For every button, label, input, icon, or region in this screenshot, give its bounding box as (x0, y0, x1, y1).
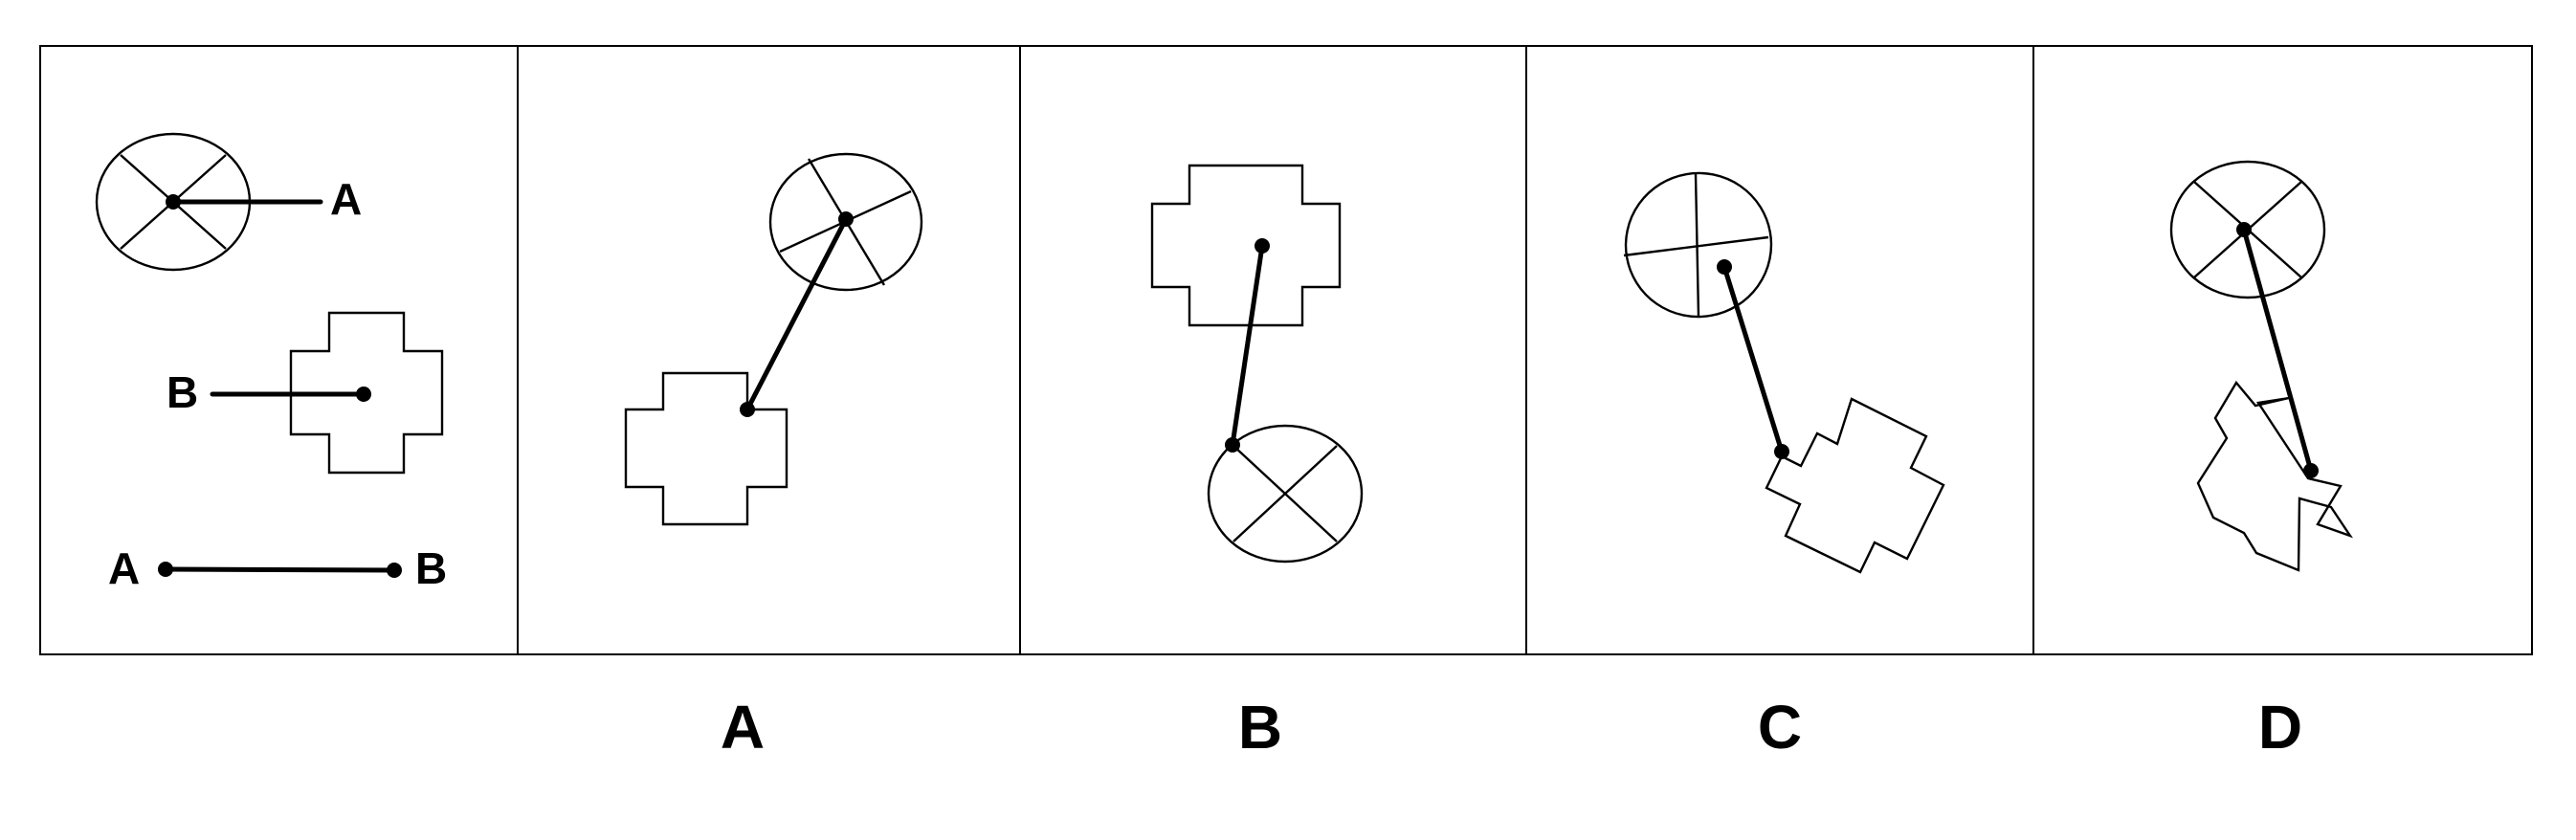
option-c-figure[interactable] (1614, 162, 1945, 574)
option-b-ellipse (1207, 424, 1364, 564)
option-c-ellipse (1623, 171, 1773, 319)
option-b-rod (1230, 243, 1265, 448)
option-label-a[interactable]: A (721, 693, 765, 762)
panel-frame (39, 45, 2533, 655)
option-d-cross (2196, 380, 2353, 572)
example-ellipse-shape (95, 132, 323, 272)
option-b-cross (1150, 164, 1342, 327)
example-segment (158, 562, 402, 578)
option-d-rod (2241, 227, 2314, 474)
option-d-figure[interactable] (2169, 160, 2353, 572)
option-b-figure[interactable] (1150, 164, 1364, 564)
option-c-rod (1721, 264, 1785, 454)
option-a-cross (624, 371, 788, 526)
example-label-b-left: B (167, 367, 198, 417)
option-label-d[interactable]: D (2258, 693, 2302, 762)
option-label-c[interactable]: C (1758, 693, 1802, 762)
option-c-cross (1765, 397, 1945, 574)
example-panel: A B A B (95, 132, 447, 593)
example-cross-shape (210, 311, 444, 475)
example-label-b-right: B (415, 543, 447, 593)
option-label-b[interactable]: B (1238, 693, 1282, 762)
example-label-a-left: A (108, 543, 140, 593)
option-a-rod (744, 216, 849, 412)
option-a-figure[interactable] (624, 152, 923, 526)
example-label-a-right: A (330, 174, 362, 224)
